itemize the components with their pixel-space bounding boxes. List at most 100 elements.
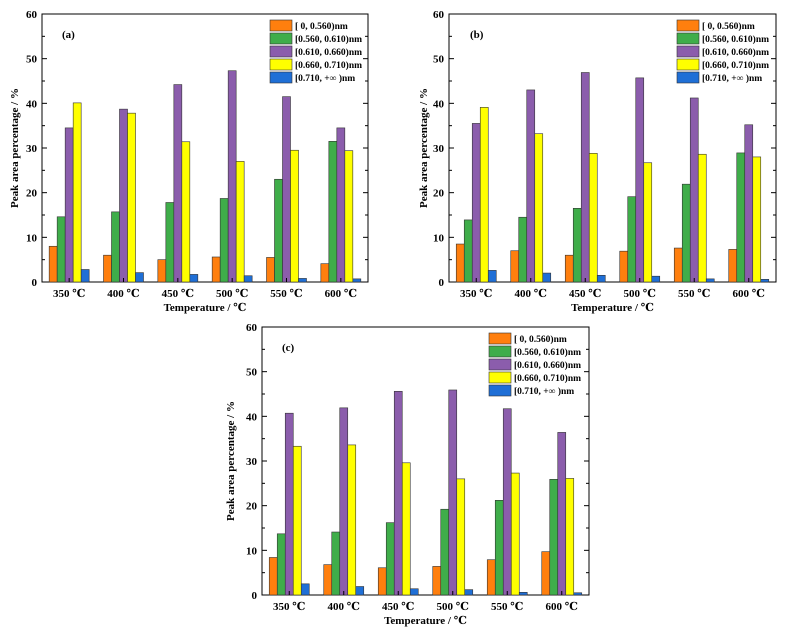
bar-2-1	[276, 533, 286, 596]
bar-3-5	[689, 97, 699, 283]
x-axis-title: Temperature / ℃	[384, 615, 467, 627]
legend-label-1: [ 0, 0.560)nm	[702, 21, 755, 32]
legend-swatch-5	[269, 71, 293, 84]
legend-label-4: [0.660, 0.710)nm	[702, 60, 769, 71]
bar-1-3	[377, 567, 387, 596]
x-category-label: 350 ℃	[460, 288, 492, 300]
bar-3-2	[339, 407, 349, 596]
x-category-label: 400 ℃	[515, 288, 547, 300]
legend-swatch-2	[488, 345, 512, 358]
legend-label-2: [0.560, 0.610)nm	[514, 347, 581, 358]
bar-1-5	[266, 257, 275, 283]
legend-swatch-2	[269, 32, 293, 45]
legend-swatch-5	[488, 384, 512, 397]
x-category-label: 550 ℃	[491, 601, 523, 613]
bar-5-5	[705, 278, 715, 283]
bar-3-1	[471, 123, 481, 283]
bar-2-5	[681, 183, 691, 283]
bar-2-3	[572, 208, 582, 283]
legend-label-3: [0.610, 0.660)nm	[702, 47, 769, 58]
bar-3-3	[580, 72, 590, 283]
bar-1-4	[211, 256, 221, 283]
bar-3-4	[448, 389, 458, 596]
y-tick-label: 60	[26, 9, 38, 21]
y-tick-label: 30	[433, 143, 445, 155]
y-axis-title: Peak area percentage / %	[225, 401, 237, 521]
legend-swatch-3	[676, 45, 700, 58]
y-tick-label: 60	[246, 322, 258, 334]
y-tick-label: 30	[246, 456, 258, 468]
bar-3-6	[557, 432, 567, 596]
bar-4-6	[565, 478, 575, 596]
x-category-label: 400 ℃	[328, 601, 360, 613]
x-category-label: 600 ℃	[733, 288, 765, 300]
bar-1-4	[432, 566, 442, 596]
bar-4-5	[697, 153, 707, 283]
bar-3-1	[64, 127, 74, 283]
panel-label: (a)	[62, 29, 75, 41]
bar-1-5	[673, 247, 683, 283]
bar-4-1	[479, 107, 489, 283]
legend-label-1: [ 0, 0.560)nm	[514, 334, 567, 345]
y-tick-label: 0	[32, 277, 38, 289]
bar-4-2	[534, 133, 544, 283]
bar-1-6	[320, 263, 330, 283]
bar-4-2	[347, 444, 357, 596]
y-tick-label: 20	[26, 188, 38, 200]
bar-2-6	[549, 479, 559, 596]
bar-4-5	[510, 472, 520, 596]
bar-5-3	[596, 274, 606, 283]
x-category-label: 350 ℃	[53, 288, 85, 300]
bar-4-1	[292, 445, 302, 596]
legend-swatch-1	[676, 19, 700, 32]
bar-3-4	[227, 70, 237, 283]
x-category-label: 400 ℃	[107, 288, 139, 300]
bar-4-1	[72, 102, 82, 283]
bar-4-3	[588, 153, 598, 283]
y-tick-label: 40	[433, 98, 445, 110]
x-category-label: 600 ℃	[325, 288, 357, 300]
bar-2-1	[56, 216, 66, 283]
legend-swatch-4	[676, 58, 700, 71]
bar-1-2	[323, 564, 333, 596]
bar-5-6	[352, 278, 362, 283]
bar-2-4	[627, 196, 637, 283]
legend-label-4: [0.660, 0.710)nm	[514, 373, 581, 384]
bar-4-4	[643, 162, 653, 283]
bar-1-6	[728, 249, 738, 283]
bar-3-4	[635, 77, 645, 283]
bar-4-4	[456, 478, 466, 596]
x-category-label: 500 ℃	[216, 288, 248, 300]
bar-1-1	[48, 245, 58, 283]
bar-2-3	[165, 202, 175, 283]
bar-2-2	[111, 211, 120, 283]
x-category-label: 550 ℃	[678, 288, 710, 300]
bar-2-6	[736, 152, 746, 283]
bar-5-1	[300, 583, 310, 596]
bar-3-6	[744, 124, 754, 283]
legend-swatch-5	[676, 71, 700, 84]
bar-2-6	[328, 141, 338, 283]
bar-3-1	[284, 412, 294, 596]
x-category-label: 450 ℃	[569, 288, 601, 300]
y-tick-label: 20	[246, 501, 258, 513]
bar-1-1	[268, 557, 278, 596]
legend: [ 0, 0.560)nm [0.560, 0.610)nm [0.610, 0.6…	[488, 332, 581, 397]
chart-panel-3: 0 10 20 30 40 50 60 350 ℃ 400 ℃ 450 ℃ 500 ℃ 550 ℃ 60…	[225, 322, 590, 627]
x-category-label: 450 ℃	[382, 601, 414, 613]
bar-1-2	[510, 250, 520, 283]
bar-4-3	[401, 462, 411, 596]
bar-2-5	[494, 500, 504, 596]
bar-5-2	[135, 272, 144, 283]
bar-4-6	[344, 150, 354, 283]
bar-5-5	[518, 592, 528, 596]
bar-2-3	[385, 522, 395, 596]
bar-2-2	[518, 216, 528, 283]
bar-5-5	[298, 278, 307, 283]
legend-label-3: [0.610, 0.660)nm	[295, 47, 362, 58]
bar-1-4	[619, 250, 629, 283]
bar-1-5	[486, 559, 496, 596]
legend-label-5: [0.710, +∞ )nm	[702, 73, 762, 84]
legend-swatch-1	[269, 19, 293, 32]
bar-3-2	[119, 108, 128, 283]
